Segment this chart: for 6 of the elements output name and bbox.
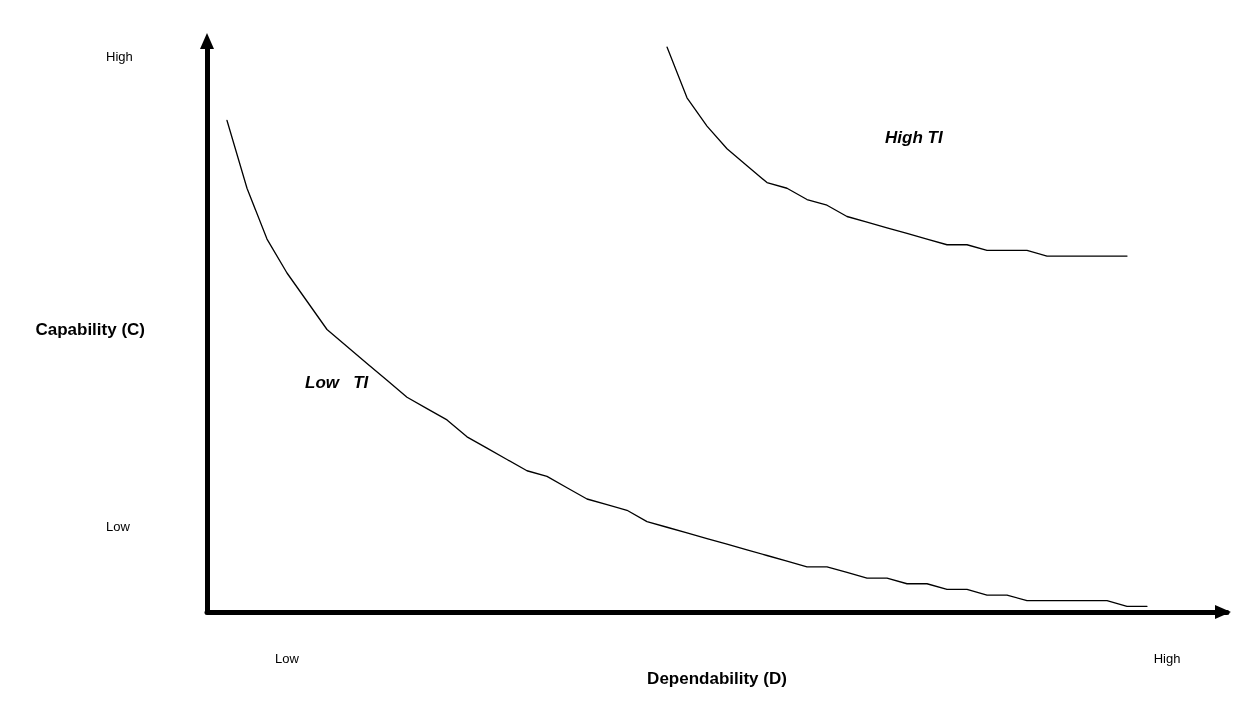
annotation: High TI <box>885 128 944 147</box>
text: Low <box>106 519 131 534</box>
text: High <box>106 49 133 64</box>
x-axis-title: Dependability (D) <box>647 668 787 688</box>
y-axis-title: Capability (C) <box>35 320 145 339</box>
annotation: Low TI <box>305 373 370 392</box>
